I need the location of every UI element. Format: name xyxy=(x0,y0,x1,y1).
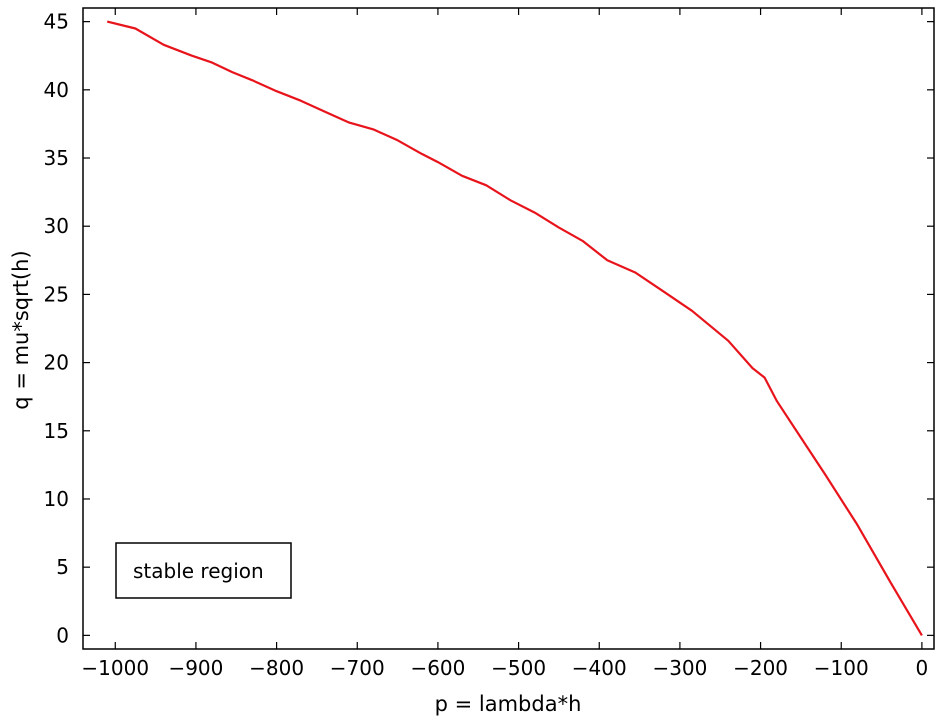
stable-region-box xyxy=(115,542,292,599)
x-tick-label: −600 xyxy=(410,656,465,680)
y-tick-label: 25 xyxy=(44,282,69,306)
plot-frame xyxy=(82,7,935,650)
y-tick-label: 20 xyxy=(44,351,69,375)
x-tick-label: −100 xyxy=(814,656,869,680)
x-tick-label: −700 xyxy=(330,656,385,680)
y-tick-label: 15 xyxy=(44,419,69,443)
y-tick-label: 30 xyxy=(44,214,69,238)
x-tick-label: −300 xyxy=(652,656,707,680)
stable-region-label: stable region xyxy=(133,559,264,583)
x-tick-label: −200 xyxy=(733,656,788,680)
x-tick-label: −800 xyxy=(249,656,304,680)
x-tick-label: 0 xyxy=(916,656,929,680)
y-tick-label: 0 xyxy=(56,623,69,647)
x-tick-label: −1000 xyxy=(81,656,149,680)
y-ticks: 0 5 10 15 20 25 30 35 40 45 xyxy=(44,10,934,647)
y-tick-label: 40 xyxy=(44,78,69,102)
y-axis-title: q = mu*sqrt(h) xyxy=(9,250,33,409)
x-ticks: −1000 −900 −800 −700 −600 −500 −400 −300 −200 −10… xyxy=(81,8,928,680)
x-axis-title: p = lambda*h xyxy=(435,692,582,716)
series-line xyxy=(106,20,923,636)
y-tick-label: 45 xyxy=(44,10,69,34)
stable-region-note: stable region xyxy=(115,542,292,599)
x-tick-label: −500 xyxy=(491,656,546,680)
x-tick-label: −900 xyxy=(168,656,223,680)
y-tick-label: 35 xyxy=(44,146,69,170)
y-tick-label: 10 xyxy=(44,487,69,511)
x-tick-label: −400 xyxy=(572,656,627,680)
y-tick-label: 5 xyxy=(56,555,69,579)
